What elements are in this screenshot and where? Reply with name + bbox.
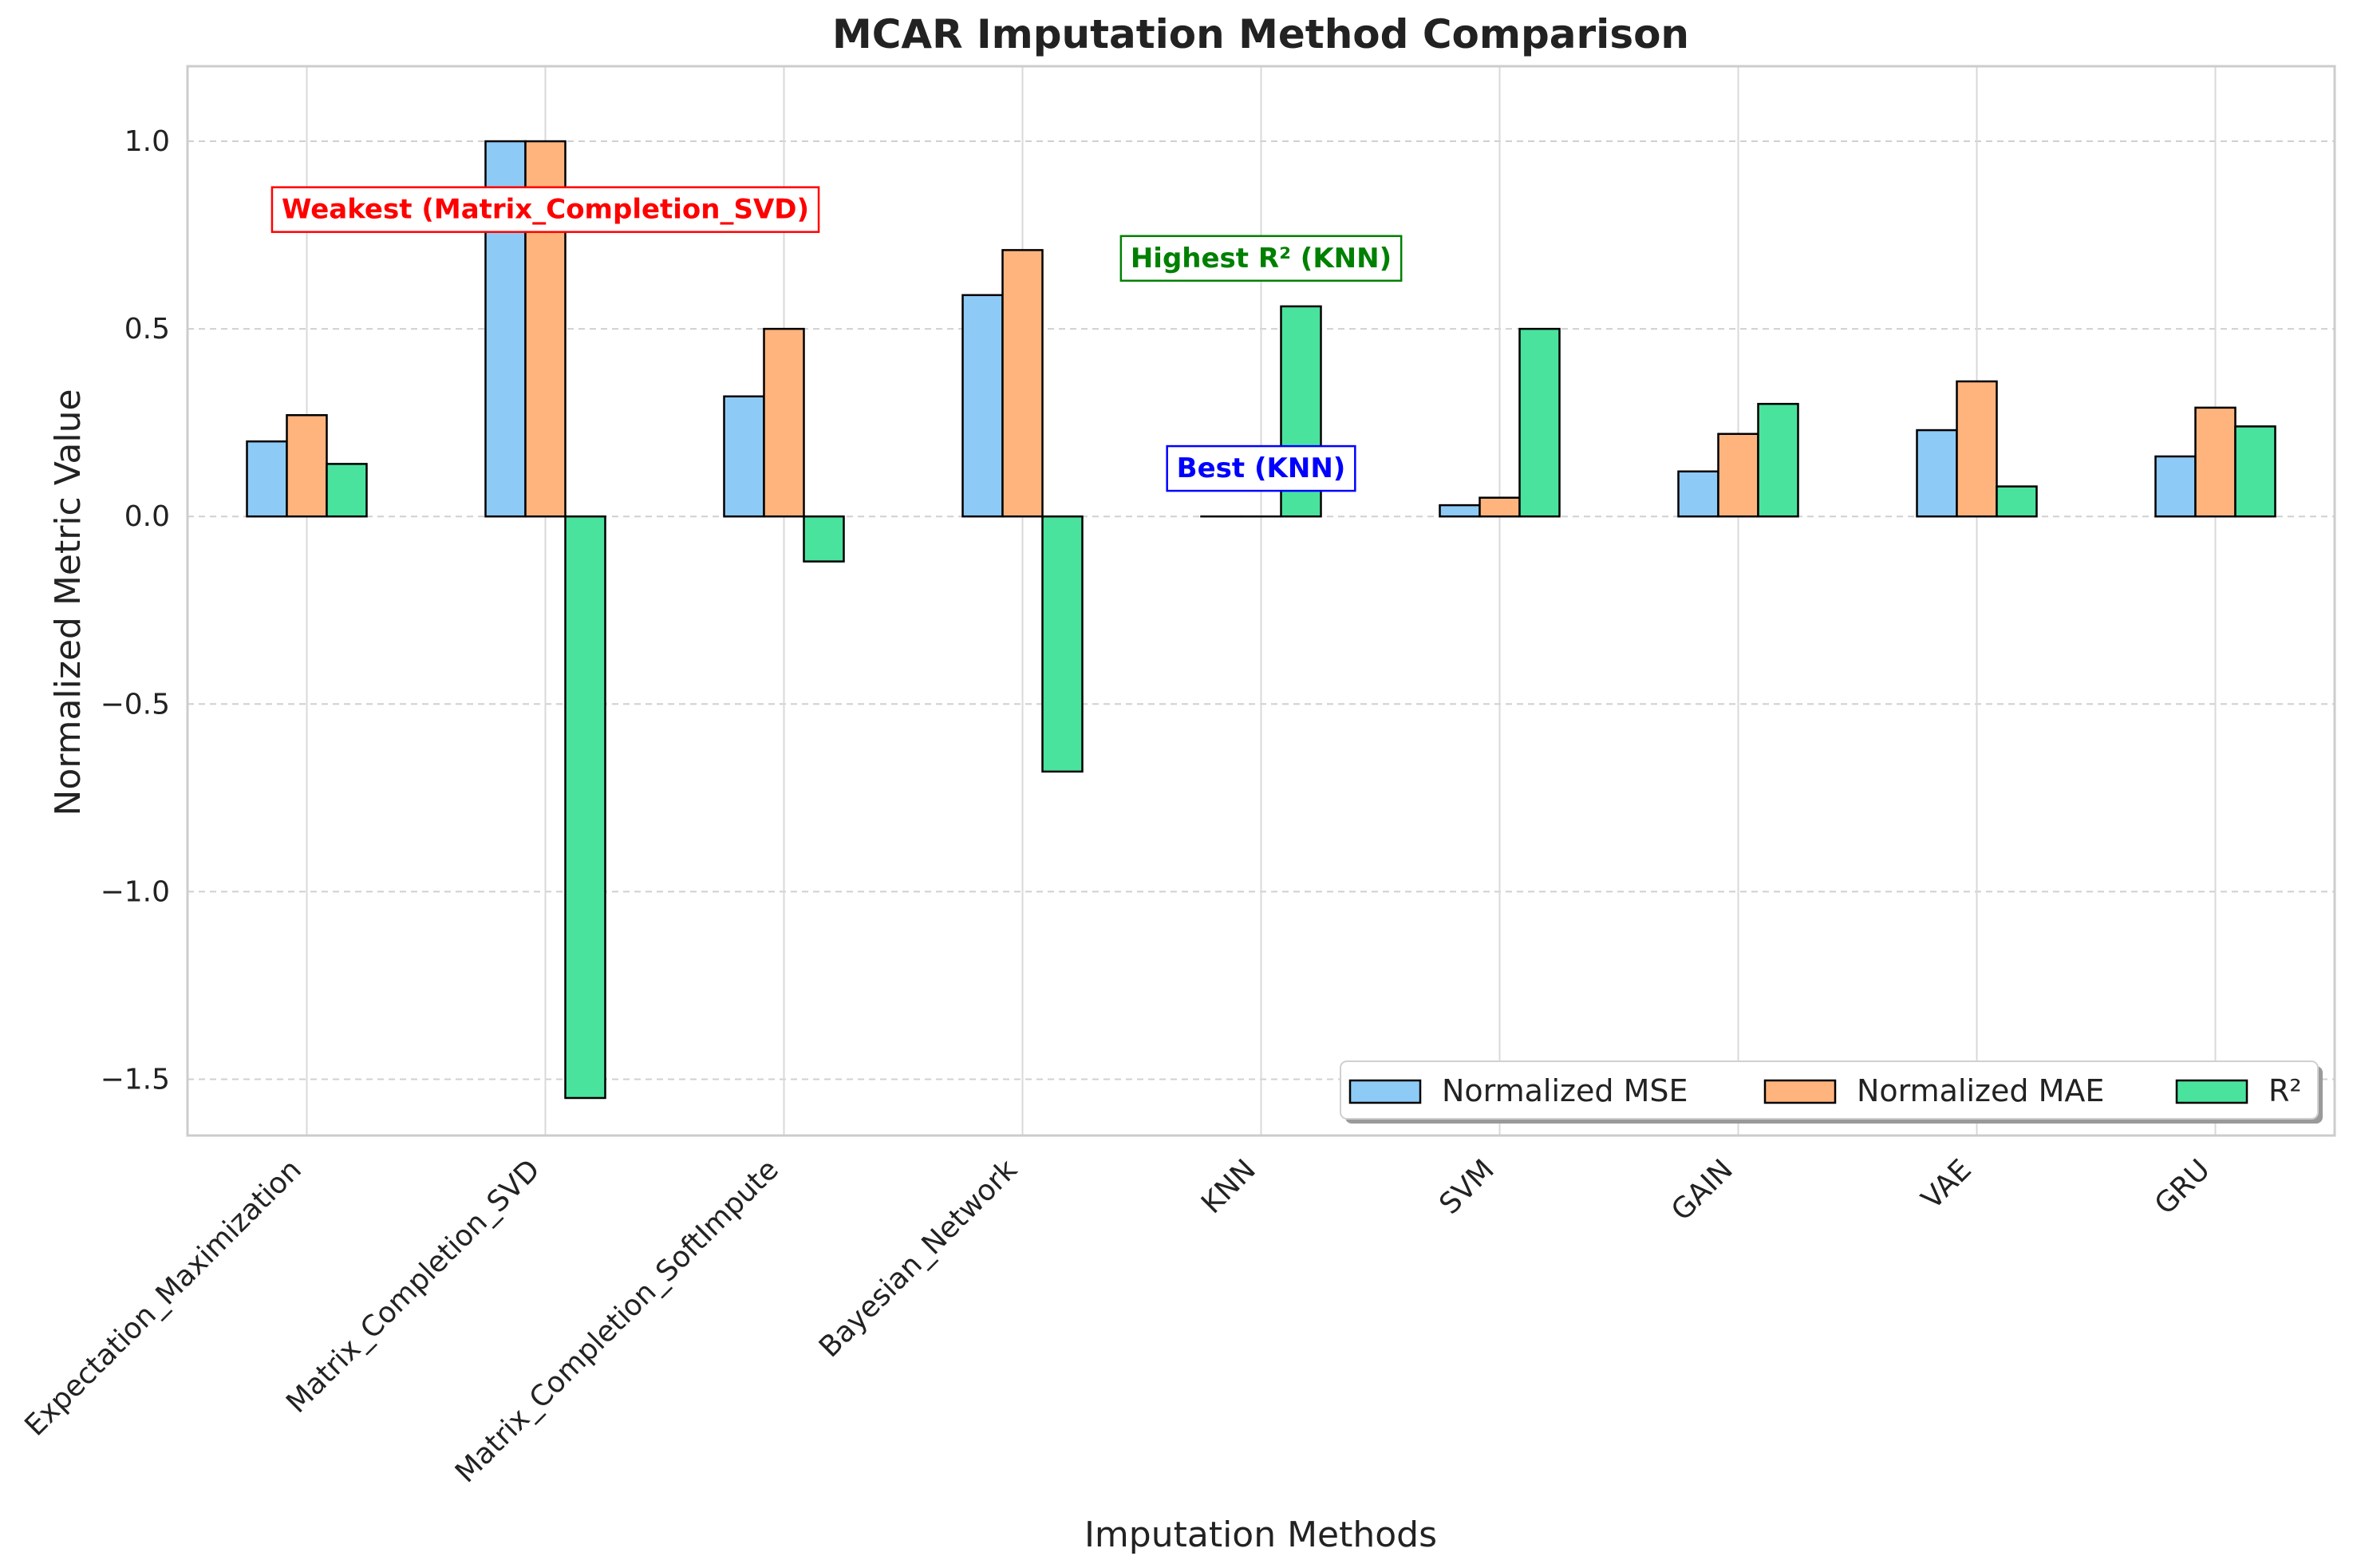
y-tick-label: −1.0 [101,875,170,908]
y-axis-label: Normalized Metric Value [48,389,89,816]
bar-normalized-mae-expectation_maximization [286,414,328,518]
chart-title: MCAR Imputation Method Comparison [832,11,1689,57]
bar-r--vae [1996,485,2038,518]
legend-label: R² [2268,1073,2302,1108]
bar-normalized-mse-matrix_completion_softimpute [723,395,765,518]
annotation-label: Highest R² (KNN) [1131,243,1392,274]
bar-r--svm [1518,327,1561,518]
y-tick-labels: −1.5 −1.0 −0.5 0.0 0.5 1.0 [101,125,170,1096]
annotations-group: Weakest (Matrix_Completion_SVD) Highest R… [270,186,1403,492]
bar-normalized-mae-gru [2194,406,2237,518]
bar-normalized-mse-gain [1677,470,1719,518]
bar-normalized-mse-gru [2154,455,2197,518]
legend: Normalized MSE Normalized MAE R² [1340,1060,2323,1124]
annotation: Best (KNN) [1166,444,1356,492]
bar-normalized-mse-bayesian_network [961,294,1004,518]
bar-normalized-mse-vae [1916,429,1958,518]
bar-normalized-mae-matrix_completion_softimpute [763,327,805,518]
bar-normalized-mae-bayesian_network [1001,249,1044,518]
legend-swatch [1348,1079,1422,1104]
y-tick-label: 0.5 [124,313,170,346]
legend-swatch [2175,1079,2248,1104]
bar-r--matrix_completion_svd [564,515,606,1100]
plot-frame [186,65,2336,1137]
annotation: Weakest (Matrix_Completion_SVD) [270,186,820,233]
y-tick-label: −0.5 [101,688,170,721]
legend-label: Normalized MSE [1442,1073,1688,1108]
x-axis-label: Imputation Methods [1084,1515,1437,1555]
bar-normalized-mae-vae [1956,380,1998,518]
y-tick-label: 1.0 [124,125,170,158]
bar-r--bayesian_network [1041,515,1084,773]
annotation-box [1119,235,1403,282]
bar-r--expectation_maximization [326,463,368,518]
annotation-label: Weakest (Matrix_Completion_SVD) [282,194,809,226]
bar-normalized-mae-gain [1717,432,1759,518]
bar-normalized-mse-svm [1439,504,1481,518]
legend-swatch [1763,1079,1837,1104]
y-tick-label: 0.0 [124,500,170,533]
legend-label: Normalized MAE [1857,1073,2104,1108]
annotation: Highest R² (KNN) [1119,235,1403,282]
annotation-label: Best (KNN) [1177,452,1346,484]
bar-r--gru [2234,425,2276,518]
y-tick-label: −1.5 [101,1063,170,1096]
annotation-box [1166,444,1356,492]
bar-r--matrix_completion_softimpute [803,515,845,563]
bar-normalized-mse-expectation_maximization [246,440,288,518]
annotation-box [270,186,820,233]
bar-r--gain [1757,402,1799,518]
bar-normalized-mae-svm [1479,496,1521,518]
